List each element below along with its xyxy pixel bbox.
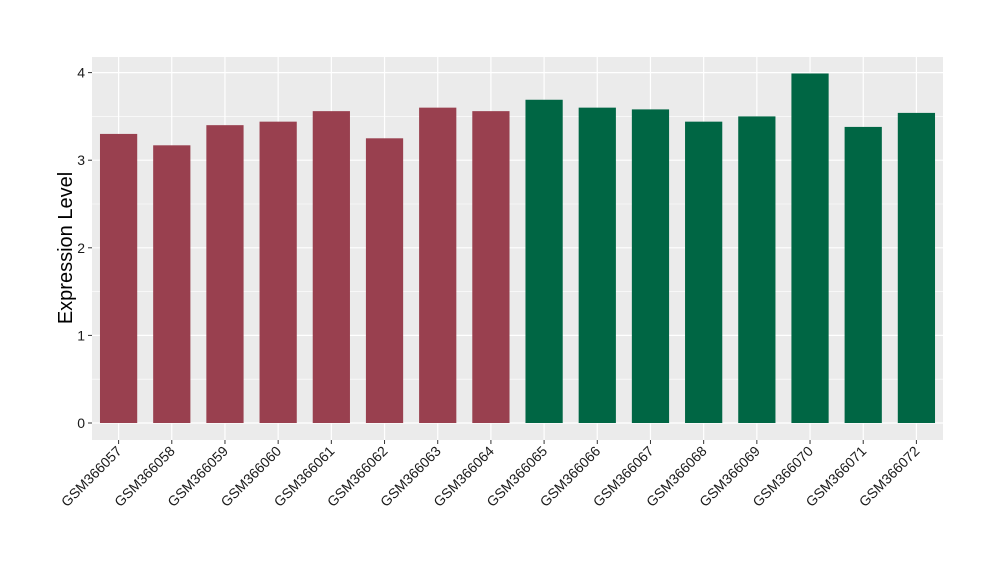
bar-GSM366069 <box>738 116 776 424</box>
y-tick-label: 1 <box>77 327 85 343</box>
y-tick-label: 2 <box>77 240 85 256</box>
bar-GSM366067 <box>631 109 670 423</box>
y-tick-label: 0 <box>77 415 85 431</box>
y-axis-title: Expression Level <box>55 172 77 324</box>
bar-GSM366071 <box>844 126 882 424</box>
bar-GSM366058 <box>153 145 191 424</box>
bar-GSM366059 <box>206 125 244 423</box>
bar-GSM366068 <box>685 121 723 423</box>
y-tick-label: 4 <box>77 65 85 81</box>
x-axis: GSM366057GSM366058GSM366059GSM366060GSM3… <box>58 440 923 510</box>
bar-GSM366064 <box>472 111 510 424</box>
bar-GSM366060 <box>259 121 297 423</box>
bar-GSM366065 <box>525 99 563 424</box>
bar-GSM366066 <box>578 107 616 423</box>
bar-GSM366061 <box>312 111 350 424</box>
bars-group <box>99 73 936 424</box>
bar-GSM366057 <box>99 133 138 424</box>
bar-GSM366063 <box>419 107 457 423</box>
bar-GSM366072 <box>897 112 936 424</box>
y-tick-label: 3 <box>77 152 85 168</box>
y-axis: 0 1 2 3 4 <box>77 65 92 431</box>
bar-GSM366070 <box>791 73 829 423</box>
bar-GSM366062 <box>365 138 404 424</box>
